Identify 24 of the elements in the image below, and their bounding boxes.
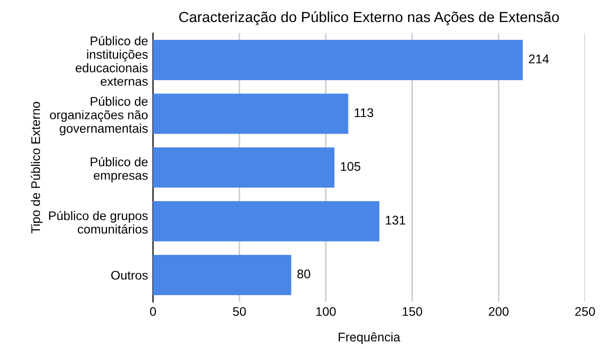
x-tick-label: 100 xyxy=(316,307,336,316)
data-label: 131 xyxy=(386,216,406,225)
bar xyxy=(153,201,380,242)
bar xyxy=(153,254,292,296)
data-label: 113 xyxy=(354,108,374,118)
y-tick-label: Outros xyxy=(111,270,148,280)
x-tick-label: 50 xyxy=(232,307,246,316)
x-tick-label: 150 xyxy=(402,307,422,316)
y-tick-label: Público de empresas xyxy=(90,157,148,182)
chart-title: Caracterização do Público Externo nas Ações de Extensão xyxy=(179,11,559,26)
y-tick-label: Público de grupos comunitários xyxy=(49,210,148,234)
data-label: 105 xyxy=(340,162,360,171)
bar xyxy=(153,147,334,188)
x-tick-label: 0 xyxy=(150,307,156,316)
x-tick-label: 250 xyxy=(575,307,595,316)
y-tick-label: Público de organizações não governamentais xyxy=(50,96,148,136)
bar xyxy=(153,94,348,134)
y-tick-label: Público de instituições educacionais externas xyxy=(76,36,148,86)
x-axis-title: Frequência xyxy=(338,332,400,344)
bar xyxy=(153,40,523,80)
data-label: 80 xyxy=(297,270,310,278)
y-axis-title: Tipo de Público Externo xyxy=(30,102,43,234)
data-label: 214 xyxy=(528,54,549,64)
x-tick-label: 200 xyxy=(488,307,509,316)
